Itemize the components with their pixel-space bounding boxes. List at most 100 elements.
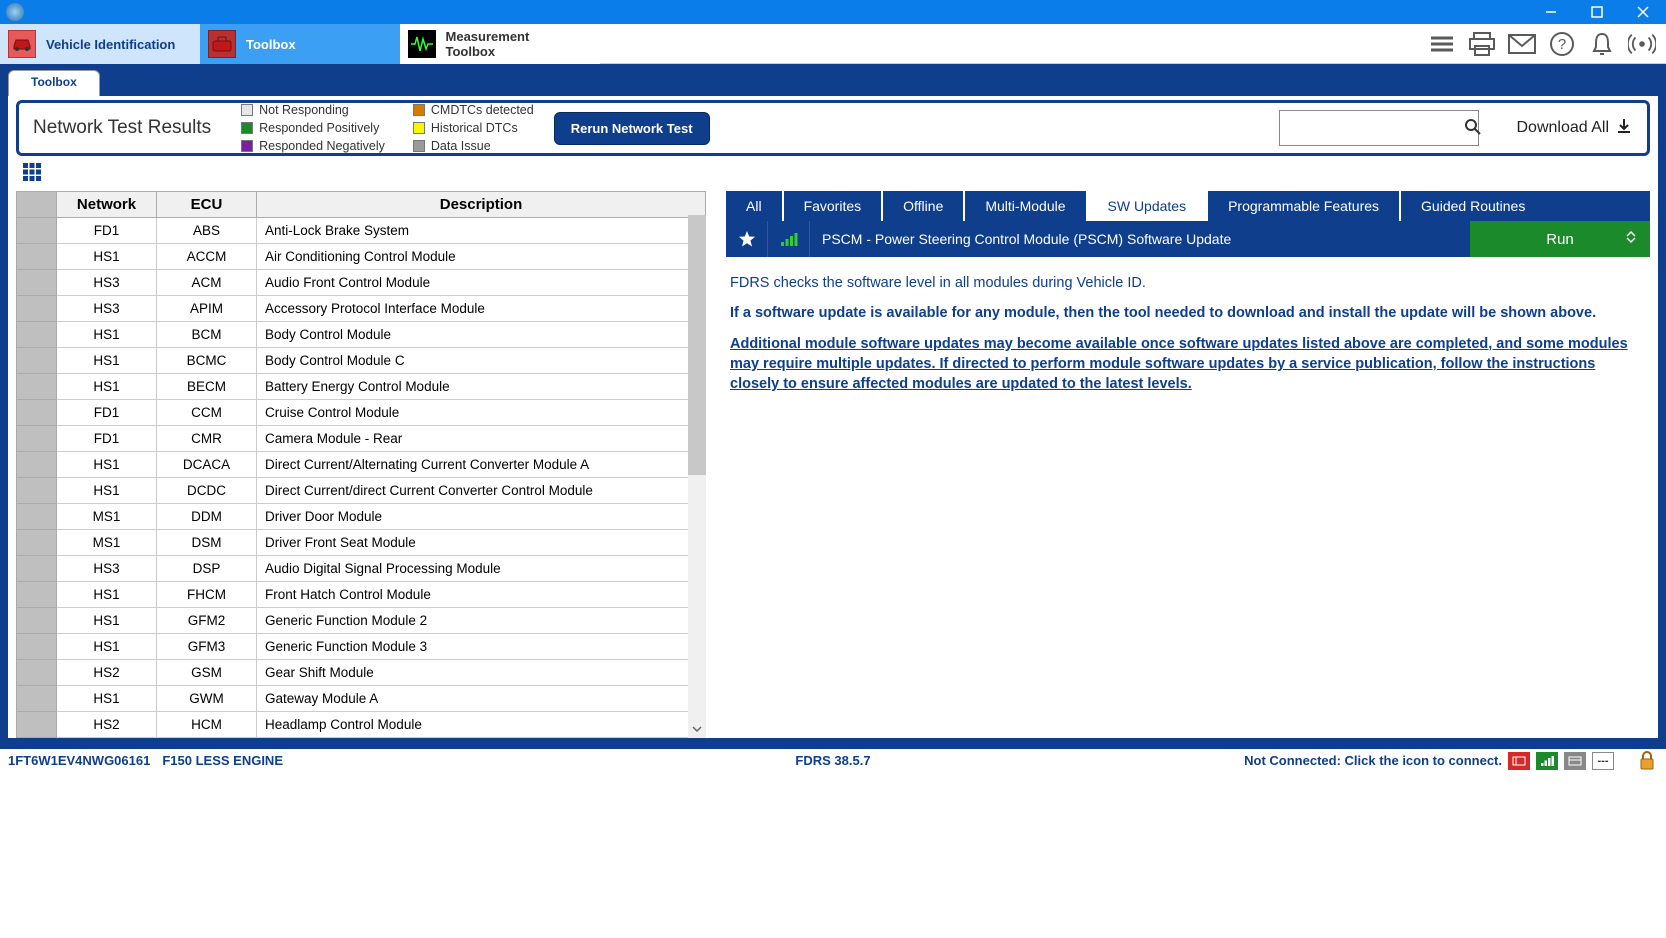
table-row[interactable]: HS3ACMAudio Front Control Module (17, 270, 706, 296)
printer-icon[interactable] (1468, 30, 1496, 58)
search-box[interactable] (1279, 110, 1479, 146)
table-row[interactable]: HS1DCDCDirect Current/direct Current Con… (17, 478, 706, 504)
table-row[interactable]: HS1GFM2Generic Function Module 2 (17, 608, 706, 634)
table-row[interactable]: HS2HCMHeadlamp Control Module (17, 712, 706, 738)
maximize-button[interactable] (1574, 0, 1620, 24)
scrollbar-down-arrow[interactable] (688, 720, 706, 738)
table-row[interactable]: HS3DSPAudio Digital Signal Processing Mo… (17, 556, 706, 582)
waveform-icon (408, 30, 436, 58)
nav-measurement-toolbox[interactable]: Measurement Toolbox (400, 24, 600, 64)
status-cell (17, 608, 57, 634)
favorite-star-button[interactable] (726, 221, 768, 257)
col-status (17, 192, 57, 218)
download-all-button[interactable]: Download All (1517, 117, 1634, 140)
table-row[interactable]: HS1BCMCBody Control Module C (17, 348, 706, 374)
cell-network: MS1 (57, 530, 157, 556)
cell-network: MS1 (57, 504, 157, 530)
help-icon[interactable]: ? (1548, 30, 1576, 58)
conn-icon-card[interactable] (1564, 752, 1586, 770)
table-row[interactable]: HS1ACCMAir Conditioning Control Module (17, 244, 706, 270)
status-cell (17, 504, 57, 530)
cell-network: HS1 (57, 244, 157, 270)
right-tab-favorites[interactable]: Favorites (784, 191, 882, 221)
cell-network: HS3 (57, 270, 157, 296)
rerun-network-test-button[interactable]: Rerun Network Test (554, 112, 710, 145)
nav-toolbox[interactable]: Toolbox (200, 24, 400, 64)
table-row[interactable]: FD1CMRCamera Module - Rear (17, 426, 706, 452)
col-description[interactable]: Description (257, 192, 706, 218)
cell-ecu: BECM (157, 374, 257, 400)
cell-description: Driver Door Module (257, 504, 706, 530)
table-row[interactable]: HS1FHCMFront Hatch Control Module (17, 582, 706, 608)
grid-view-icon[interactable] (22, 170, 42, 185)
right-tab-guided-routines[interactable]: Guided Routines (1401, 191, 1545, 221)
status-cell (17, 348, 57, 374)
cell-description: Air Conditioning Control Module (257, 244, 706, 270)
cell-ecu: DSM (157, 530, 257, 556)
table-row[interactable]: MS1DDMDriver Door Module (17, 504, 706, 530)
table-row[interactable]: HS1GFM3Generic Function Module 3 (17, 634, 706, 660)
right-tab-all[interactable]: All (726, 191, 782, 221)
conn-icon-signal[interactable] (1536, 752, 1558, 770)
scrollbar-thumb[interactable] (688, 215, 706, 475)
cell-ecu: HCM (157, 712, 257, 738)
nav-label: Measurement Toolbox (446, 29, 580, 59)
run-button[interactable]: Run (1470, 221, 1650, 257)
mail-icon[interactable] (1508, 30, 1536, 58)
right-tab-sw-updates[interactable]: SW Updates (1088, 191, 1207, 221)
table-row[interactable]: HS1GWMGateway Module A (17, 686, 706, 712)
module-label[interactable]: PSCM - Power Steering Control Module (PS… (810, 221, 1470, 257)
tabstrip-band: Toolbox Network Test Results Not Respond… (0, 64, 1666, 746)
legend-label: Historical DTCs (431, 121, 518, 135)
table-row[interactable]: FD1ABSAnti-Lock Brake System (17, 218, 706, 244)
cell-description: Camera Module - Rear (257, 426, 706, 452)
close-button[interactable] (1620, 0, 1666, 24)
status-cell (17, 478, 57, 504)
conn-icon-red[interactable] (1508, 752, 1530, 770)
cell-network: HS1 (57, 348, 157, 374)
info-p2: If a software update is available for an… (730, 303, 1646, 323)
cell-network: HS1 (57, 452, 157, 478)
cell-description: Direct Current/direct Current Converter … (257, 478, 706, 504)
broadcast-icon[interactable] (1628, 30, 1656, 58)
titlebar (0, 0, 1666, 24)
conn-icon-dashes[interactable]: --- (1592, 752, 1614, 770)
cell-ecu: DSP (157, 556, 257, 582)
search-input[interactable] (1288, 121, 1464, 136)
cell-description: Gateway Module A (257, 686, 706, 712)
cell-network: FD1 (57, 400, 157, 426)
table-row[interactable]: HS1BECMBattery Energy Control Module (17, 374, 706, 400)
top-toolbar-icons: ? (1428, 24, 1666, 63)
signal-icon[interactable] (768, 221, 810, 257)
table-row[interactable]: HS2GSMGear Shift Module (17, 660, 706, 686)
cell-network: HS1 (57, 608, 157, 634)
right-tab-programmable-features[interactable]: Programmable Features (1208, 191, 1399, 221)
right-tab-offline[interactable]: Offline (883, 191, 963, 221)
main-nav: Vehicle Identification Toolbox Measureme… (0, 24, 1666, 64)
bell-icon[interactable] (1588, 30, 1616, 58)
right-tab-multi-module[interactable]: Multi-Module (965, 191, 1085, 221)
tab-toolbox[interactable]: Toolbox (8, 70, 100, 96)
table-row[interactable]: MS1DSMDriver Front Seat Module (17, 530, 706, 556)
status-cell (17, 712, 57, 738)
table-row[interactable]: FD1CCMCruise Control Module (17, 400, 706, 426)
col-ecu[interactable]: ECU (157, 192, 257, 218)
minimize-button[interactable] (1528, 0, 1574, 24)
status-version: FDRS 38.5.7 (795, 753, 870, 768)
info-p3: Additional module software updates may b… (730, 334, 1646, 395)
col-network[interactable]: Network (57, 192, 157, 218)
cell-ecu: GWM (157, 686, 257, 712)
table-row[interactable]: HS3APIMAccessory Protocol Interface Modu… (17, 296, 706, 322)
lock-icon[interactable] (1638, 751, 1658, 771)
cell-ecu: ACM (157, 270, 257, 296)
right-pane: AllFavoritesOfflineMulti-ModuleSW Update… (726, 191, 1650, 738)
search-icon[interactable] (1464, 118, 1482, 139)
table-row[interactable]: HS1BCMBody Control Module (17, 322, 706, 348)
cell-ecu: GFM2 (157, 608, 257, 634)
menu-icon[interactable] (1428, 30, 1456, 58)
cell-ecu: FHCM (157, 582, 257, 608)
cell-network: HS3 (57, 296, 157, 322)
table-row[interactable]: HS1DCACADirect Current/Alternating Curre… (17, 452, 706, 478)
nav-vehicle-identification[interactable]: Vehicle Identification (0, 24, 200, 64)
table-scrollbar[interactable] (688, 215, 706, 738)
